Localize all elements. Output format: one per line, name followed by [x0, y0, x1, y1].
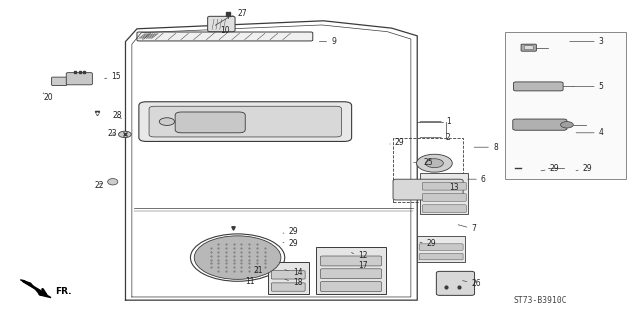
Circle shape	[194, 236, 281, 279]
Text: 2: 2	[446, 133, 450, 142]
Text: 29: 29	[550, 164, 559, 173]
Circle shape	[190, 234, 285, 281]
Text: 4: 4	[599, 128, 604, 137]
Bar	[316, 247, 386, 294]
Bar	[420, 173, 468, 214]
FancyBboxPatch shape	[422, 194, 466, 201]
FancyBboxPatch shape	[513, 119, 567, 130]
Text: 11: 11	[245, 277, 255, 286]
Text: 20: 20	[43, 93, 53, 102]
Text: 28: 28	[113, 111, 122, 120]
FancyBboxPatch shape	[149, 106, 341, 137]
Text: 17: 17	[358, 261, 368, 270]
FancyBboxPatch shape	[137, 32, 313, 41]
Text: 13: 13	[449, 183, 459, 192]
FancyBboxPatch shape	[175, 112, 245, 133]
Circle shape	[426, 159, 443, 168]
FancyBboxPatch shape	[393, 179, 463, 200]
Text: 14: 14	[293, 268, 303, 277]
FancyBboxPatch shape	[271, 271, 305, 279]
Circle shape	[561, 122, 573, 128]
Bar	[417, 236, 465, 262]
Text: 6: 6	[481, 175, 486, 184]
FancyBboxPatch shape	[436, 271, 475, 295]
Text: 29: 29	[395, 138, 404, 147]
Text: 29: 29	[289, 239, 298, 248]
Circle shape	[417, 154, 452, 172]
Text: 3: 3	[599, 37, 604, 46]
FancyBboxPatch shape	[419, 244, 463, 250]
Text: 29: 29	[427, 239, 436, 248]
Text: 22: 22	[94, 181, 104, 190]
Text: 18: 18	[293, 278, 303, 287]
Text: 8: 8	[493, 143, 497, 152]
Text: 15: 15	[111, 72, 121, 81]
Text: 1: 1	[446, 117, 450, 126]
FancyBboxPatch shape	[422, 205, 466, 212]
Text: 23: 23	[107, 129, 117, 138]
FancyBboxPatch shape	[208, 16, 235, 32]
Text: 10: 10	[220, 26, 229, 35]
Circle shape	[118, 131, 131, 138]
FancyBboxPatch shape	[419, 253, 463, 260]
FancyBboxPatch shape	[271, 283, 305, 291]
FancyBboxPatch shape	[524, 46, 533, 50]
Circle shape	[159, 118, 175, 125]
Text: 7: 7	[471, 224, 476, 233]
Text: FR.: FR.	[55, 287, 71, 296]
Text: ST73-B3910C: ST73-B3910C	[513, 296, 567, 305]
FancyBboxPatch shape	[513, 82, 563, 91]
FancyBboxPatch shape	[521, 44, 536, 51]
Text: 5: 5	[599, 82, 604, 91]
Polygon shape	[20, 280, 51, 298]
FancyBboxPatch shape	[66, 73, 92, 85]
FancyBboxPatch shape	[422, 182, 466, 190]
Text: 21: 21	[254, 266, 263, 275]
Text: 29: 29	[583, 164, 592, 173]
Bar	[505, 32, 626, 179]
Text: 27: 27	[238, 9, 247, 18]
Ellipse shape	[108, 179, 118, 185]
Bar	[393, 138, 463, 202]
FancyBboxPatch shape	[320, 269, 382, 279]
Text: 25: 25	[424, 158, 433, 167]
FancyBboxPatch shape	[320, 256, 382, 266]
FancyBboxPatch shape	[139, 102, 352, 141]
Text: 9: 9	[331, 37, 336, 46]
FancyBboxPatch shape	[52, 77, 67, 85]
Text: 29: 29	[289, 228, 298, 236]
Bar	[268, 262, 309, 294]
Text: 26: 26	[471, 279, 481, 288]
FancyBboxPatch shape	[320, 282, 382, 292]
Text: 12: 12	[358, 252, 368, 260]
